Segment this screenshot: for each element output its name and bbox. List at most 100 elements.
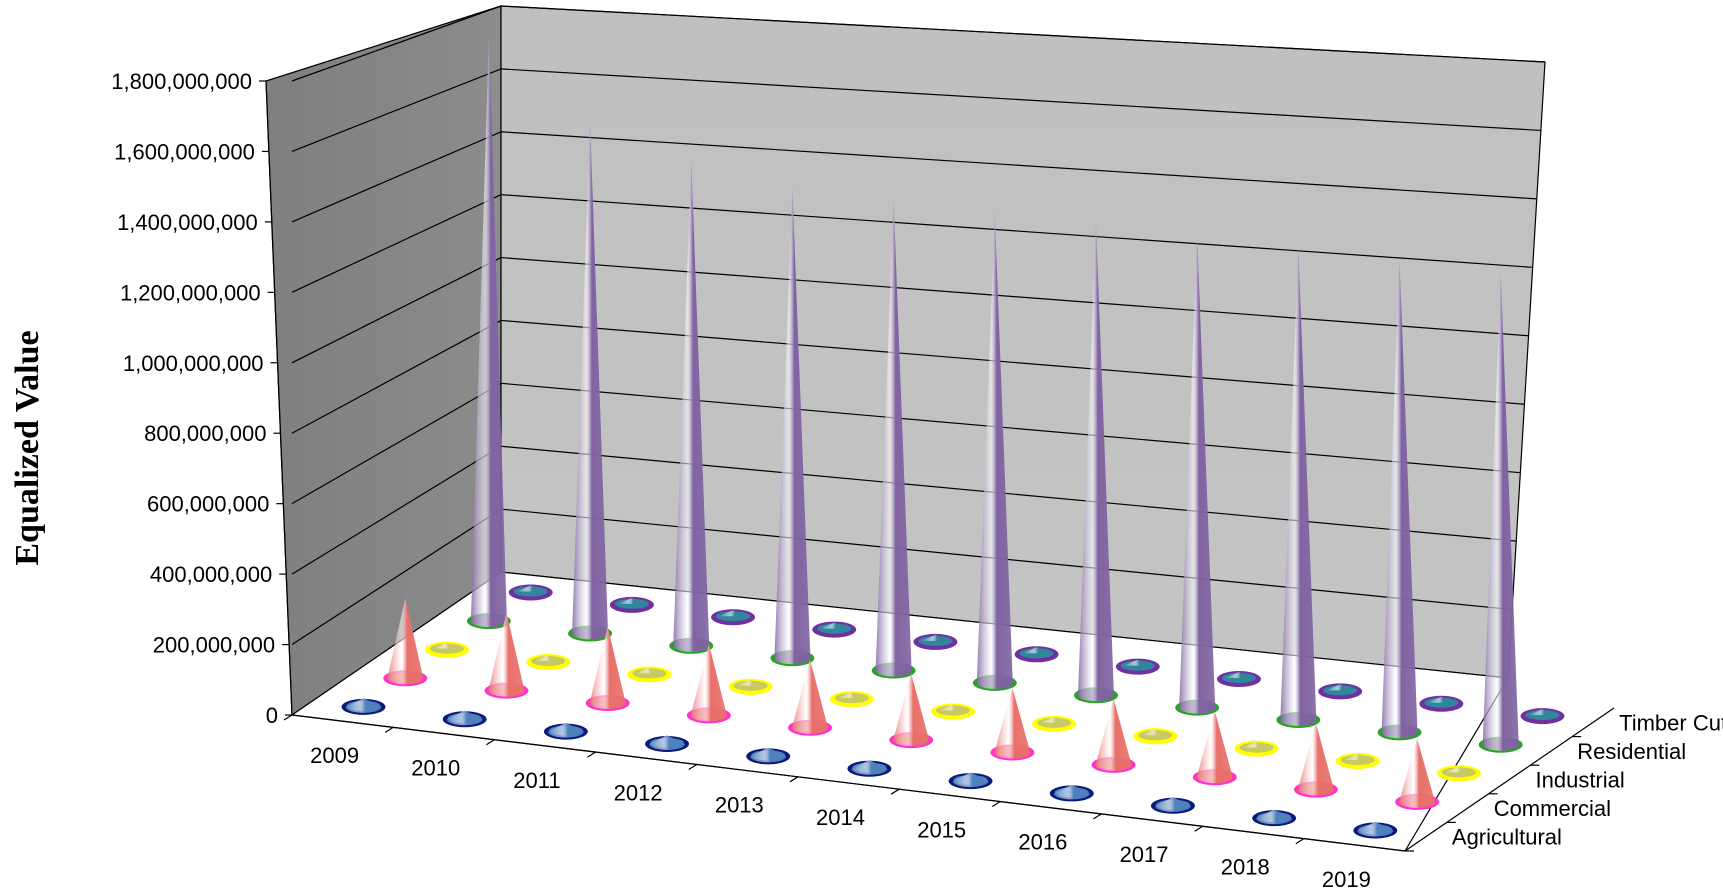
- cone-commercial-2009: [383, 598, 428, 687]
- x-tick: [1194, 825, 1203, 832]
- cone-timber-cutover-2014: [1014, 646, 1059, 663]
- cone-residential-2009: [466, 34, 511, 630]
- cone-industrial-2012: [728, 678, 773, 695]
- y-tick-label: 1,000,000,000: [123, 351, 264, 376]
- x-tick-label: 2009: [310, 743, 359, 768]
- cone-industrial-2009: [425, 641, 470, 658]
- cone-body: [1095, 698, 1132, 771]
- gridline-back: [500, 445, 1517, 542]
- cone-body: [1444, 766, 1473, 773]
- cone-agricultural-2018: [1252, 809, 1297, 827]
- series-label: Commercial: [1494, 796, 1611, 821]
- gridline-back: [500, 382, 1521, 474]
- cone-body: [952, 772, 989, 788]
- cone-commercial-2012: [686, 643, 731, 724]
- cone-agricultural-2013: [746, 747, 791, 765]
- y-tick-label: 200,000,000: [153, 633, 275, 658]
- cone-residential-2013: [871, 201, 916, 679]
- cone-body: [547, 722, 584, 738]
- cone-body: [488, 612, 525, 697]
- cone-body: [1224, 672, 1253, 679]
- cone-body: [1297, 723, 1334, 796]
- cone-commercial-2016: [1091, 698, 1136, 773]
- cone-agricultural-2015: [948, 772, 993, 790]
- x-tick-label: 2017: [1120, 842, 1169, 867]
- depth-axis-line: [1404, 707, 1615, 852]
- gridline-back: [500, 131, 1537, 200]
- cone-residential-2011: [669, 160, 714, 654]
- x-axis-line: [291, 714, 1406, 852]
- gridline-back: [500, 319, 1525, 405]
- cone-body: [446, 710, 483, 726]
- cone-body: [875, 201, 912, 677]
- x-tick: [1295, 838, 1305, 845]
- x-axis: 2009 2010 2011 2012 2013 2014 2015 2016 2017 2018…: [283, 714, 1406, 892]
- cone-commercial-2015: [990, 687, 1035, 761]
- cone-body: [976, 213, 1013, 689]
- cone-residential-2018: [1377, 259, 1422, 741]
- x-tick: [789, 776, 799, 783]
- gridline-left: [291, 319, 502, 434]
- cone-body: [1399, 738, 1436, 808]
- gridline-back: [500, 256, 1529, 337]
- x-tick: [991, 801, 1001, 808]
- x-tick-label: 2018: [1221, 854, 1270, 879]
- cone-industrial-2016: [1133, 728, 1178, 745]
- gridlines: [291, 5, 1546, 646]
- cone-residential-2017: [1276, 247, 1321, 728]
- series-axis: Agricultural Commercial Industrial Resident…: [1404, 707, 1723, 852]
- cone-industrial-2013: [829, 691, 874, 708]
- cone-body: [1357, 821, 1394, 837]
- x-tick: [688, 763, 698, 770]
- y-tick-label: 1,200,000,000: [120, 280, 261, 305]
- cone-timber-cutover-2011: [711, 609, 756, 626]
- cone-industrial-2011: [627, 666, 672, 683]
- cone-body: [1528, 709, 1557, 716]
- y-tick-label: 600,000,000: [147, 492, 269, 517]
- cone-industrial-2017: [1234, 740, 1279, 757]
- cone-timber-cutover-2012: [812, 621, 857, 638]
- cone-commercial-2011: [585, 626, 630, 712]
- cone-body: [1482, 272, 1519, 751]
- y-axis: 0 200,000,000 400,000,000 600,000,000 800,00…: [111, 69, 293, 728]
- cone-body: [470, 34, 507, 628]
- cone-body: [1242, 741, 1271, 748]
- x-tick-label: 2010: [411, 756, 460, 781]
- plot-marks: [341, 34, 1565, 839]
- gridline-left: [291, 382, 502, 505]
- cone-residential-2012: [770, 189, 815, 667]
- cone-body: [719, 610, 748, 617]
- cone-body: [1381, 259, 1418, 739]
- cone-body: [750, 747, 787, 763]
- cone-body: [617, 597, 646, 604]
- series-label: Timber Cutover: [1619, 710, 1723, 735]
- cone-body: [433, 642, 462, 649]
- x-tick: [587, 751, 596, 758]
- cone-body: [673, 160, 710, 652]
- cone-body: [1022, 647, 1051, 654]
- x-tick: [890, 788, 900, 795]
- cone-timber-cutover-2009: [508, 584, 553, 601]
- cone-body: [1123, 659, 1152, 666]
- cone-commercial-2019: [1395, 738, 1440, 810]
- cone-residential-2010: [568, 121, 613, 642]
- cone-timber-cutover-2019: [1520, 708, 1565, 725]
- cone-body: [921, 634, 950, 641]
- x-tick-label: 2012: [614, 780, 663, 805]
- cone-body: [635, 667, 664, 674]
- cone-timber-cutover-2017: [1318, 683, 1363, 700]
- x-tick-label: 2016: [1018, 830, 1067, 855]
- cone-agricultural-2011: [543, 722, 588, 740]
- x-tick: [283, 714, 293, 721]
- cone-agricultural-2017: [1150, 797, 1195, 814]
- x-tick: [384, 726, 394, 733]
- cone-body: [589, 626, 626, 710]
- cone-body: [774, 189, 811, 665]
- x-tick-label: 2013: [715, 793, 764, 818]
- series-label: Residential: [1577, 739, 1686, 764]
- gridline-left: [291, 194, 502, 293]
- cone-body: [736, 679, 765, 686]
- cone-agricultural-2009: [341, 698, 386, 715]
- cone-body: [1280, 247, 1317, 726]
